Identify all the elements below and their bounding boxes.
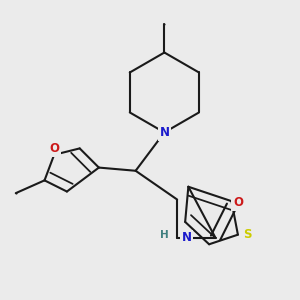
Text: O: O [233,196,243,209]
Text: O: O [49,142,59,155]
Text: S: S [243,228,252,241]
Text: N: N [159,126,170,139]
Text: H: H [160,230,169,240]
Text: N: N [182,231,192,244]
